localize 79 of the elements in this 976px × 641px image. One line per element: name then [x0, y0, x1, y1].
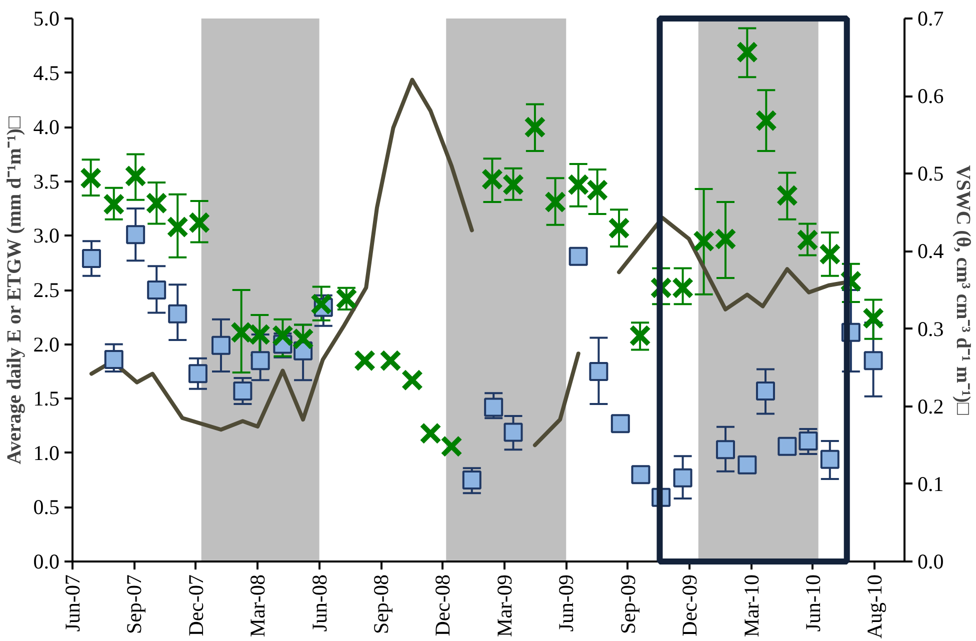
y-tick-label: 4.0: [33, 115, 60, 140]
point: [796, 229, 819, 252]
point: [738, 455, 757, 474]
y2-tick-label: 0.2: [918, 394, 944, 418]
y-tick-label: 2.5: [33, 278, 60, 302]
point: [504, 422, 523, 442]
point: [80, 167, 102, 190]
x-tick-label: Mar-09: [492, 574, 516, 638]
y2-axis-title: VSWC (θ, cm³ cm⁻³ d⁻¹ m⁻¹)□: [952, 165, 974, 416]
point: [716, 440, 735, 460]
y-tick-label: 1.0: [33, 440, 60, 465]
x-tick-label: Sep-09: [616, 574, 640, 634]
point: [126, 225, 146, 244]
point: [798, 431, 818, 450]
y-tick-label: 3.0: [33, 224, 60, 248]
x-tick-label: Mar-10: [739, 574, 764, 638]
point: [146, 192, 168, 214]
point: [310, 293, 332, 316]
point: [756, 382, 775, 400]
point: [102, 193, 125, 216]
y2-tick-label: 0.6: [918, 84, 944, 108]
x-tick-label: Sep-07: [122, 574, 146, 634]
y2-tick-label: 0.0: [918, 550, 944, 574]
point: [736, 41, 758, 64]
y-tick-label: 1.5: [33, 386, 60, 411]
point: [212, 336, 230, 355]
y-tick-label: 3.5: [33, 169, 60, 194]
point: [629, 324, 652, 347]
y-tick-label: 5.0: [33, 6, 60, 30]
point: [233, 382, 252, 400]
point: [168, 304, 188, 324]
y2-tick-label: 0.7: [918, 6, 944, 30]
point: [776, 184, 798, 207]
point: [673, 468, 692, 488]
point: [864, 351, 883, 370]
point: [589, 362, 608, 381]
point: [124, 164, 147, 187]
x-tick-label: Jun-09: [554, 574, 578, 632]
point: [380, 350, 402, 372]
point: [610, 414, 630, 434]
y-tick-label: 4.5: [33, 60, 60, 85]
point: [147, 280, 166, 300]
point: [818, 243, 841, 266]
y2-tick-label: 0.3: [918, 316, 944, 341]
point: [544, 191, 566, 214]
x-tick-label: Dec-08: [430, 574, 455, 636]
y2-tick-label: 0.4: [918, 239, 944, 264]
point: [188, 364, 208, 384]
point: [755, 110, 778, 132]
point: [524, 116, 546, 138]
x-tick-label: Sep-08: [369, 574, 394, 634]
point: [440, 435, 463, 458]
x-tick-label: Jun-10: [800, 574, 825, 632]
x-tick-label: Jun-08: [307, 574, 332, 632]
y2-tick-label: 0.1: [918, 472, 944, 496]
point: [104, 350, 124, 370]
y2-tick-label: 0.5: [918, 162, 944, 186]
y-axis-title: Average daily E or ETGW (mm d⁻¹m⁻¹)□: [3, 115, 26, 464]
x-tick-label: Dec-09: [678, 574, 702, 636]
point: [401, 369, 424, 392]
point: [250, 351, 270, 370]
point: [82, 249, 101, 268]
point: [484, 398, 504, 417]
x-tick-label: Jun-07: [60, 574, 84, 632]
point: [608, 217, 630, 240]
point: [420, 422, 442, 444]
point: [354, 350, 376, 372]
point: [820, 450, 840, 469]
point: [568, 246, 588, 266]
x-tick-label: Mar-08: [246, 574, 270, 638]
y-tick-label: 2.0: [33, 332, 60, 356]
point: [862, 307, 884, 330]
x-tick-label: Aug-10: [862, 574, 887, 639]
x-tick-label: Dec-07: [184, 574, 208, 636]
point: [631, 465, 650, 484]
point: [778, 436, 797, 456]
y-tick-label: 0.5: [33, 495, 60, 520]
y-tick-label: 0.0: [33, 550, 60, 574]
point: [462, 470, 482, 490]
